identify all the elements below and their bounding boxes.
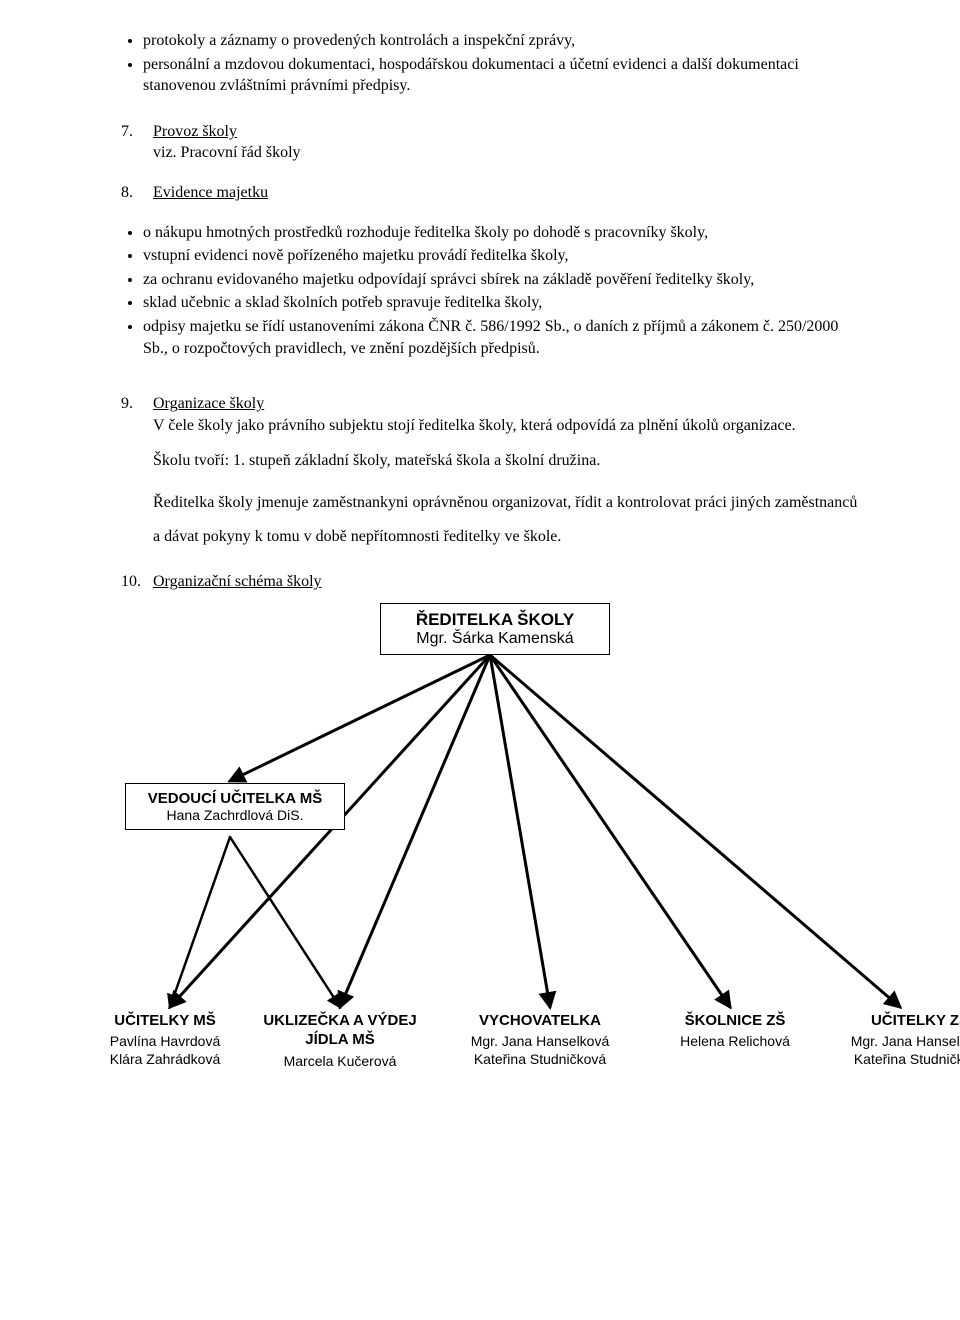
bullet-item: personální a mzdovou dokumentaci, hospod… [143, 54, 865, 97]
section-body: viz. Pracovní řád školy [153, 142, 865, 164]
org-node-title: VEDOUCÍ UČITELKA MŠ [136, 790, 334, 807]
section-title: Organizace školy [153, 395, 264, 412]
org-leaf-title: VYCHOVATELKA [440, 1011, 640, 1031]
section-10: 10. Organizační schéma školy [95, 571, 865, 593]
org-leaf: UKLIZEČKA A VÝDEJ JÍDLA MŠ Marcela Kučer… [255, 1011, 425, 1070]
org-leaf: UČITELKY ZŠ Mgr. Jana Hanselková Kateřin… [830, 1011, 960, 1069]
org-leaf-title: UČITELKY MŠ [85, 1011, 245, 1031]
org-leaf-line: Mgr. Jana Hanselková [830, 1032, 960, 1050]
section-8-bullets: o nákupu hmotných prostředků rozhoduje ř… [95, 222, 865, 360]
section-title: Organizační schéma školy [153, 573, 322, 590]
org-node-name: Mgr. Šárka Kamenská [391, 630, 599, 648]
section-8: 8. Evidence majetku [95, 182, 865, 204]
section-9-p3: Ředitelka školy jmenuje zaměstnankyni op… [153, 486, 865, 553]
org-node-title: ŘEDITELKA ŠKOLY [391, 610, 599, 630]
org-leaf: ŠKOLNICE ZŠ Helena Relichová [655, 1011, 815, 1051]
section-9-p1: V čele školy jako právního subjektu stoj… [153, 415, 865, 437]
org-node-reditelka: ŘEDITELKA ŠKOLY Mgr. Šárka Kamenská [380, 603, 610, 655]
section-title: Evidence majetku [153, 184, 268, 201]
org-leaf-line: Pavlína Havrdová [85, 1032, 245, 1050]
org-leaf-title: ŠKOLNICE ZŠ [655, 1011, 815, 1031]
org-chart-edges [0, 603, 960, 1073]
bullet-item: sklad učebnic a sklad školních potřeb sp… [143, 292, 865, 314]
org-leaf-title: UKLIZEČKA A VÝDEJ JÍDLA MŠ [255, 1011, 425, 1050]
bullet-item: vstupní evidenci nově pořízeného majetku… [143, 245, 865, 267]
org-leaf-title: UČITELKY ZŠ [830, 1011, 960, 1031]
org-node-name: Hana Zachrdlová DiS. [136, 807, 334, 823]
org-leaf-line: Klára Zahrádková [85, 1050, 245, 1068]
org-leaf-line: Kateřina Studničková [440, 1050, 640, 1068]
section-number: 7. [95, 121, 153, 164]
section-9: 9. Organizace školy V čele školy jako pr… [95, 393, 865, 567]
org-leaf-line: Mgr. Jana Hanselková [440, 1032, 640, 1050]
section-9-p2: Školu tvoří: 1. stupeň základní školy, m… [153, 450, 865, 472]
bullet-item: o nákupu hmotných prostředků rozhoduje ř… [143, 222, 865, 244]
section-number: 8. [95, 182, 153, 204]
org-leaf-line: Marcela Kučerová [255, 1052, 425, 1070]
org-chart: ŘEDITELKA ŠKOLY Mgr. Šárka Kamenská VEDO… [95, 603, 865, 1073]
section-7: 7. Provoz školy viz. Pracovní řád školy [95, 121, 865, 164]
org-leaf: VYCHOVATELKA Mgr. Jana Hanselková Kateři… [440, 1011, 640, 1069]
org-leaf-line: Helena Relichová [655, 1032, 815, 1050]
bullet-item: protokoly a záznamy o provedených kontro… [143, 30, 865, 52]
org-leaf-line: Kateřina Studničková [830, 1050, 960, 1068]
section-number: 10. [95, 571, 153, 593]
bullet-item: za ochranu evidovaného majetku odpovídaj… [143, 269, 865, 291]
org-node-vedouci-ms: VEDOUCÍ UČITELKA MŠ Hana Zachrdlová DiS. [125, 783, 345, 830]
bullet-item: odpisy majetku se řídí ustanoveními záko… [143, 316, 865, 359]
section-number: 9. [95, 393, 153, 567]
org-leaf: UČITELKY MŠ Pavlína Havrdová Klára Zahrá… [85, 1011, 245, 1069]
section-title: Provoz školy [153, 123, 237, 140]
top-bullet-list: protokoly a záznamy o provedených kontro… [95, 30, 865, 97]
